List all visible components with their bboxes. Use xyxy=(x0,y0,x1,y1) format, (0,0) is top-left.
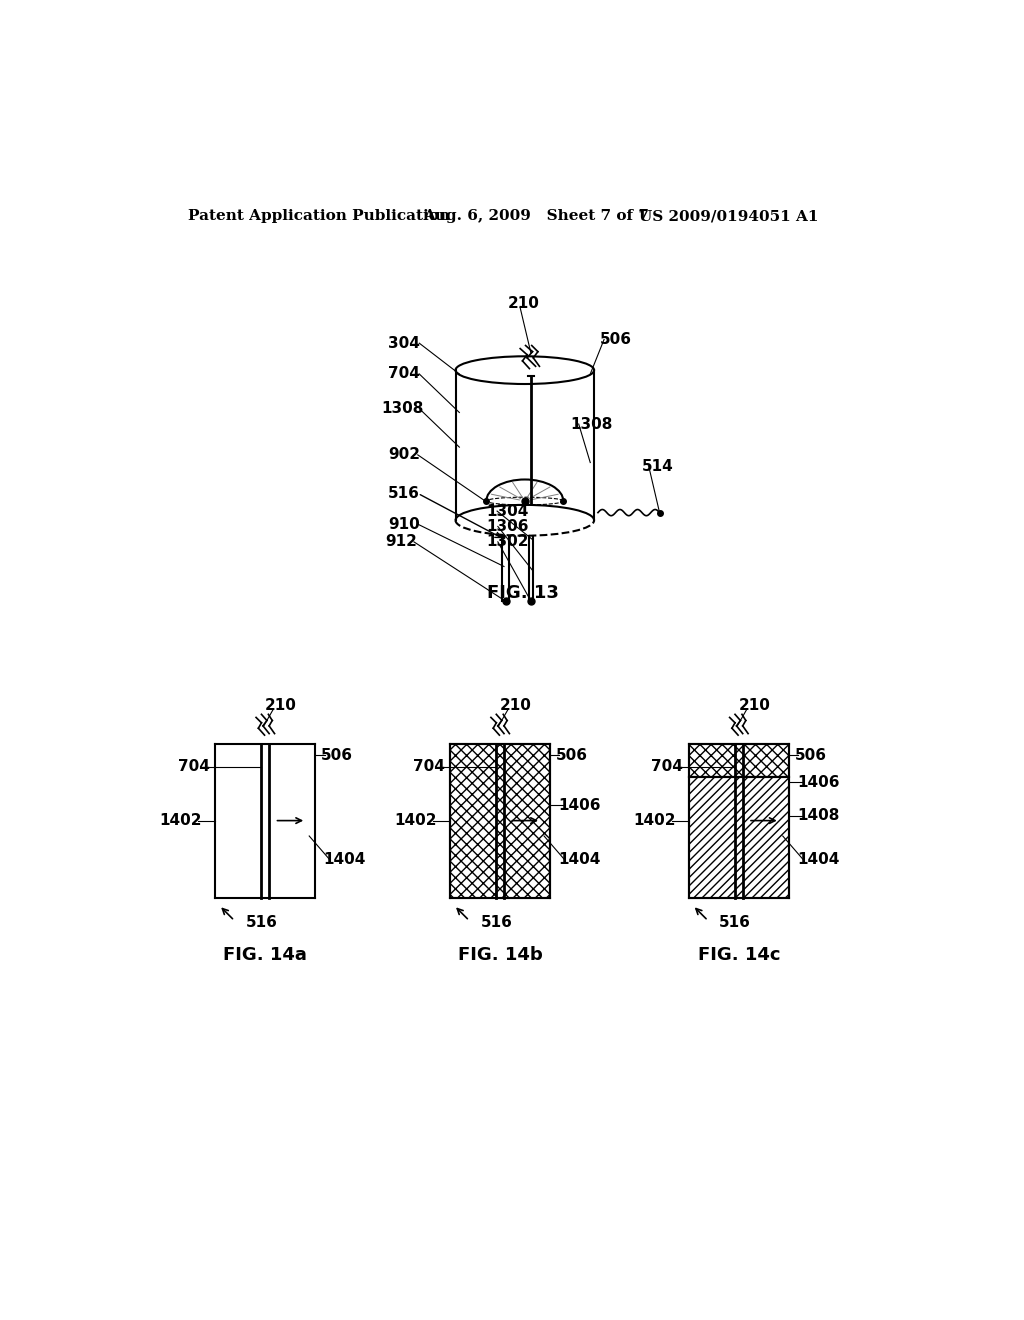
Text: 704: 704 xyxy=(178,759,210,775)
Text: 210: 210 xyxy=(500,697,531,713)
Text: 506: 506 xyxy=(556,747,588,763)
Text: 912: 912 xyxy=(386,535,418,549)
Text: 304: 304 xyxy=(388,335,420,351)
Text: FIG. 14b: FIG. 14b xyxy=(458,946,543,965)
Text: 1306: 1306 xyxy=(486,519,529,535)
Text: FIG. 13: FIG. 13 xyxy=(487,585,559,602)
Text: 910: 910 xyxy=(388,516,420,532)
Text: 516: 516 xyxy=(719,915,751,929)
Text: 514: 514 xyxy=(642,459,674,474)
Text: 1308: 1308 xyxy=(569,417,612,432)
Text: 506: 506 xyxy=(795,747,826,763)
Polygon shape xyxy=(689,777,788,898)
Text: 704: 704 xyxy=(388,367,420,381)
Text: 1402: 1402 xyxy=(160,813,202,828)
Text: 1406: 1406 xyxy=(558,797,601,813)
Text: 210: 210 xyxy=(507,296,540,310)
Text: 1402: 1402 xyxy=(394,813,436,828)
Text: 516: 516 xyxy=(388,486,420,500)
Text: 516: 516 xyxy=(246,915,278,929)
Text: 902: 902 xyxy=(388,447,420,462)
Polygon shape xyxy=(689,743,788,777)
Text: 704: 704 xyxy=(651,759,683,775)
Text: 704: 704 xyxy=(413,759,444,775)
Text: FIG. 14a: FIG. 14a xyxy=(223,946,307,965)
Text: US 2009/0194051 A1: US 2009/0194051 A1 xyxy=(639,209,818,223)
Text: 516: 516 xyxy=(480,915,512,929)
Text: 1404: 1404 xyxy=(558,851,601,867)
Text: 210: 210 xyxy=(265,697,297,713)
Polygon shape xyxy=(451,743,550,898)
Text: 210: 210 xyxy=(738,697,770,713)
Text: 1308: 1308 xyxy=(381,401,424,416)
Text: Aug. 6, 2009   Sheet 7 of 7: Aug. 6, 2009 Sheet 7 of 7 xyxy=(423,209,649,223)
Text: 506: 506 xyxy=(321,747,353,763)
Text: 1406: 1406 xyxy=(797,775,840,789)
Text: 1302: 1302 xyxy=(486,535,529,549)
Text: 1404: 1404 xyxy=(797,851,840,867)
Text: 1402: 1402 xyxy=(633,813,676,828)
Text: FIG. 14c: FIG. 14c xyxy=(697,946,780,965)
Text: 506: 506 xyxy=(600,331,632,347)
Text: 1404: 1404 xyxy=(324,851,366,867)
Text: 1408: 1408 xyxy=(797,808,840,824)
Text: 1304: 1304 xyxy=(486,503,529,519)
Text: Patent Application Publication: Patent Application Publication xyxy=(188,209,451,223)
